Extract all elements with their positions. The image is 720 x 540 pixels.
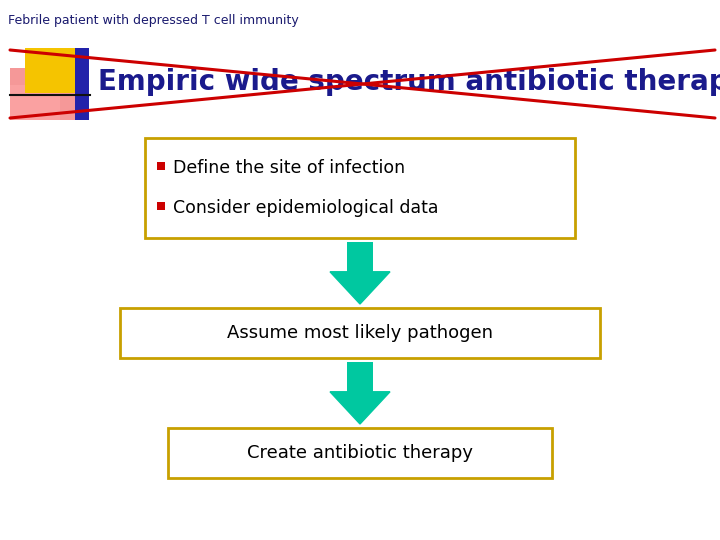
Text: Febrile patient with depressed T cell immunity: Febrile patient with depressed T cell im…	[8, 14, 299, 27]
Text: Consider epidemiological data: Consider epidemiological data	[173, 199, 438, 217]
FancyBboxPatch shape	[347, 362, 373, 392]
FancyBboxPatch shape	[10, 85, 60, 120]
FancyBboxPatch shape	[168, 428, 552, 478]
FancyBboxPatch shape	[10, 68, 82, 120]
FancyBboxPatch shape	[25, 48, 77, 93]
Text: Define the site of infection: Define the site of infection	[173, 159, 405, 177]
FancyBboxPatch shape	[145, 138, 575, 238]
Text: Create antibiotic therapy: Create antibiotic therapy	[247, 444, 473, 462]
FancyBboxPatch shape	[157, 202, 165, 210]
Polygon shape	[330, 392, 390, 424]
FancyBboxPatch shape	[120, 308, 600, 358]
Text: Assume most likely pathogen: Assume most likely pathogen	[227, 324, 493, 342]
Text: Empiric wide spectrum antibiotic therapy?: Empiric wide spectrum antibiotic therapy…	[98, 68, 720, 96]
FancyBboxPatch shape	[347, 242, 373, 272]
Polygon shape	[330, 272, 390, 304]
FancyBboxPatch shape	[75, 48, 89, 120]
FancyBboxPatch shape	[157, 162, 165, 170]
